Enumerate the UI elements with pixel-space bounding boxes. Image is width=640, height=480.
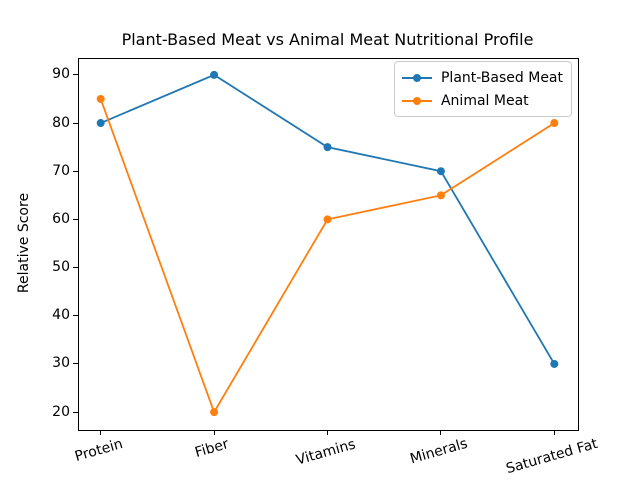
legend-item: Plant-Based Meat xyxy=(401,66,563,89)
x-tick-mark xyxy=(213,430,215,435)
x-tick-mark xyxy=(327,430,328,435)
y-tick-label: 50 xyxy=(52,259,70,276)
y-tick-mark xyxy=(73,363,78,365)
y-tick-label: 30 xyxy=(52,355,70,372)
x-tick-mark xyxy=(100,430,102,435)
y-tick-label: 60 xyxy=(52,210,70,227)
data-point-marker xyxy=(96,119,105,128)
x-tick-mark xyxy=(553,430,555,435)
y-tick-label: 40 xyxy=(52,307,70,324)
y-tick-mark xyxy=(73,315,78,317)
legend-item: Animal Meat xyxy=(401,89,563,112)
data-point-marker xyxy=(550,119,559,128)
y-tick-mark xyxy=(73,411,78,413)
x-tick-mark xyxy=(440,430,442,435)
data-point-marker xyxy=(550,359,559,368)
data-point-marker xyxy=(436,191,445,200)
data-point-marker xyxy=(323,143,332,152)
legend-label: Animal Meat xyxy=(440,92,529,109)
data-point-marker xyxy=(210,70,219,79)
y-tick-mark xyxy=(73,170,78,172)
data-point-marker xyxy=(210,408,219,417)
chart-title: Plant-Based Meat vs Animal Meat Nutritio… xyxy=(121,30,534,49)
y-tick-label: 80 xyxy=(52,114,70,131)
y-tick-label: 90 xyxy=(52,66,70,83)
data-point-marker xyxy=(323,215,332,224)
y-tick-mark xyxy=(73,74,78,76)
y-tick-mark xyxy=(73,218,78,220)
legend-label: Plant-Based Meat xyxy=(440,69,563,86)
y-tick-label: 70 xyxy=(52,162,70,179)
y-tick-mark xyxy=(73,122,78,124)
legend: Plant-Based Meat Animal Meat xyxy=(393,61,572,117)
data-point-marker xyxy=(96,94,105,103)
legend-line-marker-icon xyxy=(401,96,432,106)
plot-area xyxy=(78,58,579,431)
y-tick-label: 20 xyxy=(52,403,70,420)
data-point-marker xyxy=(436,167,445,176)
legend-line-marker-icon xyxy=(401,73,432,83)
y-tick-mark xyxy=(73,267,78,269)
